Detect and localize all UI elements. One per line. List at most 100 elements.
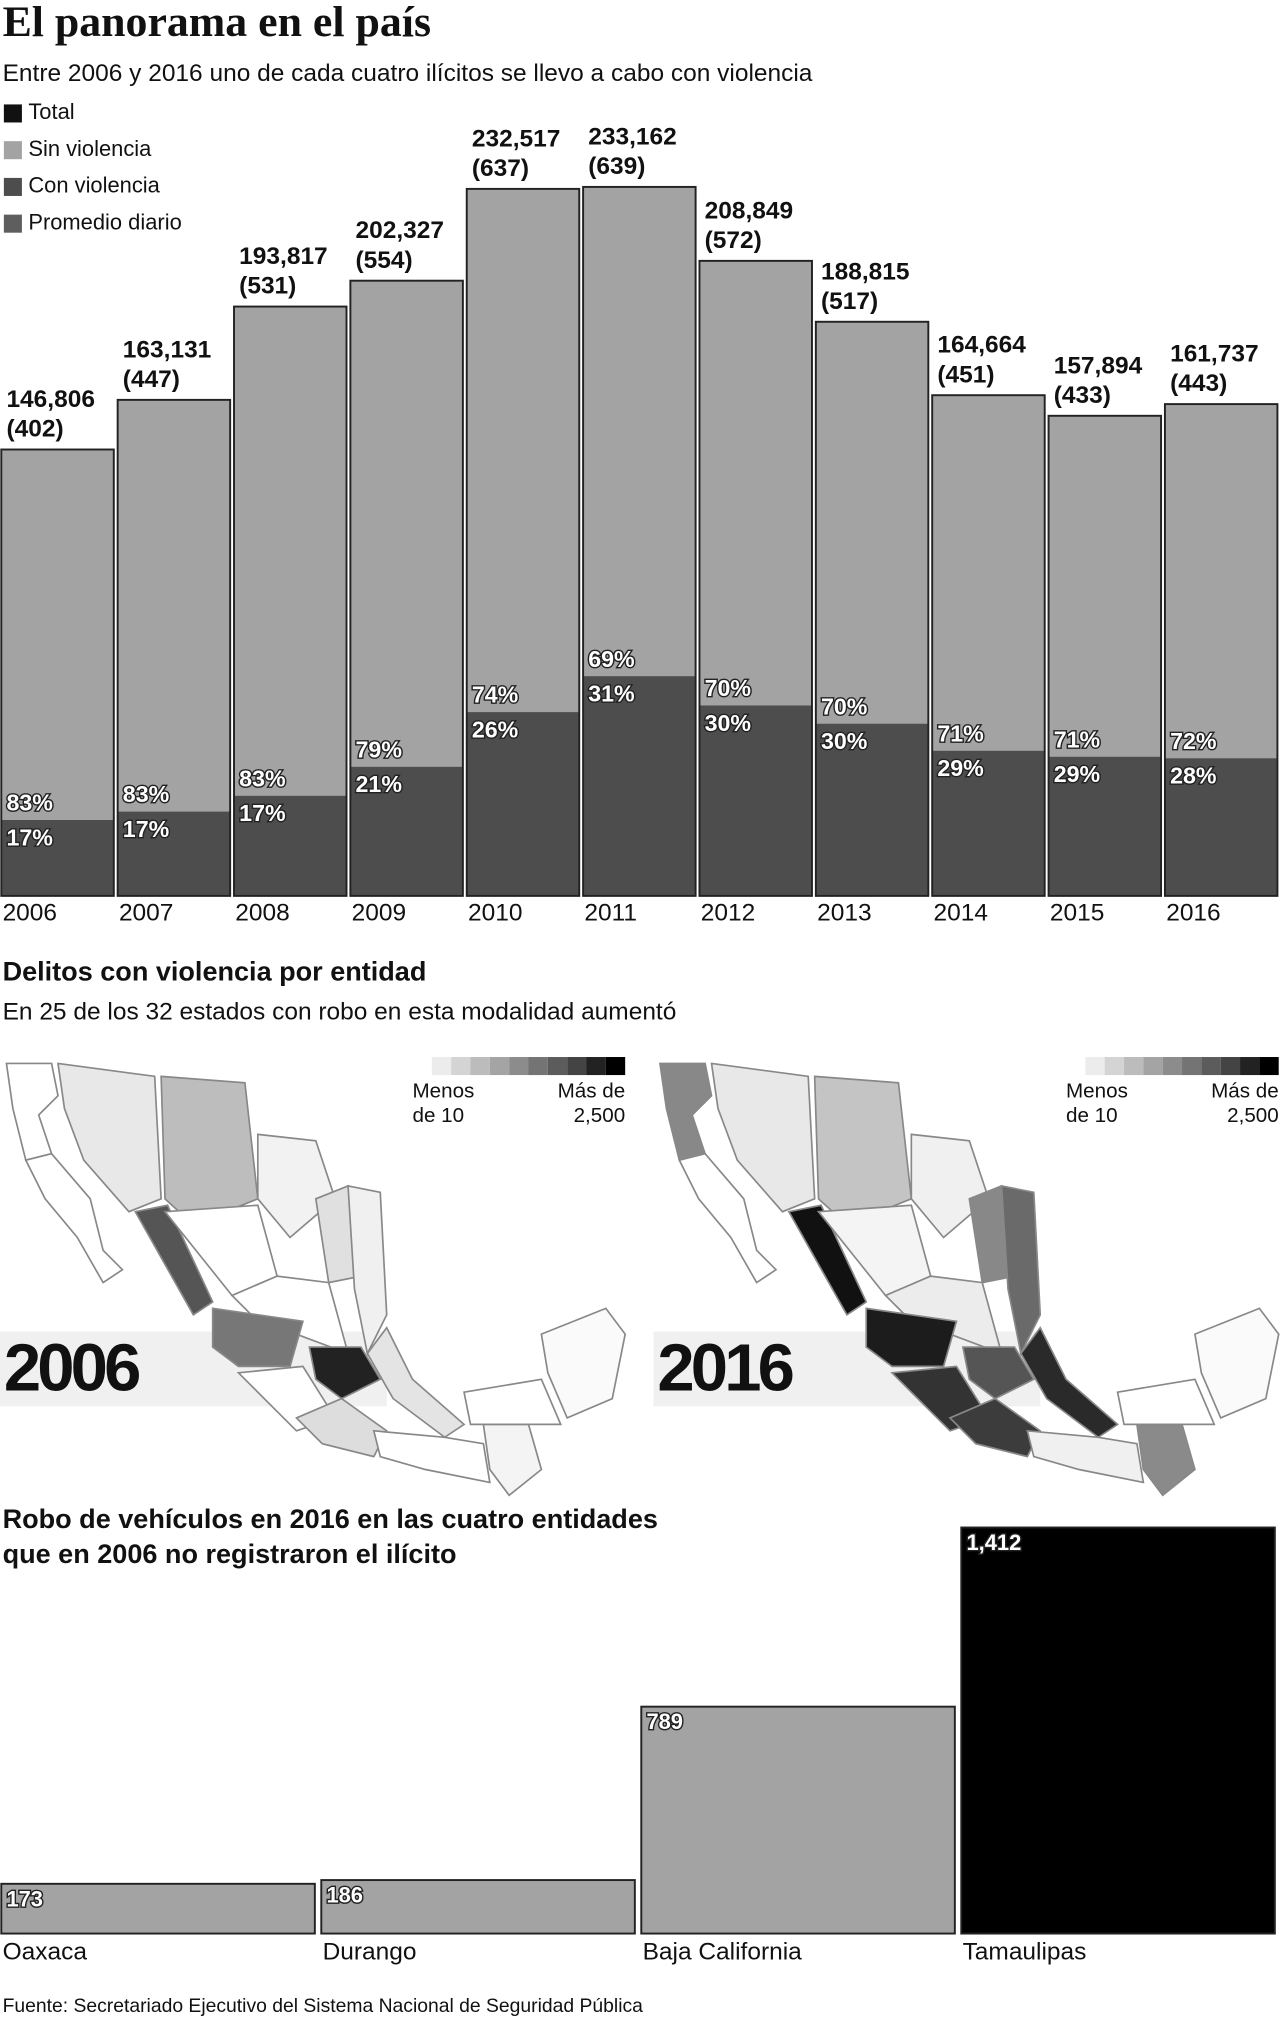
state bbox=[256, 1133, 337, 1239]
x-tick-label: 2011 bbox=[584, 899, 637, 926]
state bbox=[482, 1423, 543, 1497]
legend-label: Total bbox=[28, 99, 74, 124]
bar-segment-con bbox=[1048, 756, 1162, 896]
bar-segment-sin bbox=[234, 306, 347, 796]
total-label: 232,517 bbox=[472, 125, 561, 152]
pct-label: 17% bbox=[239, 800, 285, 826]
legend-low: de 10 bbox=[1066, 1104, 1118, 1127]
state bbox=[678, 1152, 778, 1284]
scale-swatch bbox=[1240, 1057, 1260, 1076]
bar-segment-sin bbox=[1048, 415, 1162, 757]
x-tick-label: 2010 bbox=[468, 899, 522, 926]
state bbox=[1026, 1429, 1145, 1484]
bar-segment-sin bbox=[583, 186, 696, 677]
pct-label: 83% bbox=[123, 781, 169, 807]
legend-swatch bbox=[3, 141, 22, 160]
state bbox=[372, 1429, 491, 1484]
map-subtitle: En 25 de los 32 estados con robo en esta… bbox=[3, 999, 677, 1026]
bar-segment-con bbox=[932, 750, 1045, 896]
state bbox=[659, 1062, 713, 1162]
bar-segment-con bbox=[234, 795, 347, 896]
state bbox=[347, 1184, 388, 1357]
state bbox=[366, 1326, 466, 1439]
bar-total bbox=[233, 305, 348, 897]
pct-label: 83% bbox=[6, 790, 52, 816]
x-tick-label: Oaxaca bbox=[3, 1938, 88, 1965]
state bbox=[57, 1062, 162, 1213]
state bbox=[160, 1075, 259, 1226]
subtitle: Entre 2006 y 2016 uno de cada cuatro ilí… bbox=[3, 60, 813, 87]
pct-label: 21% bbox=[356, 771, 402, 797]
bar-total bbox=[814, 320, 930, 897]
bar-total bbox=[349, 279, 464, 897]
scale-swatch bbox=[489, 1057, 510, 1076]
pct-label: 72% bbox=[1170, 728, 1216, 754]
bar-segment-sin bbox=[466, 188, 580, 713]
total-label: 161,737 bbox=[1170, 341, 1259, 368]
bar-total bbox=[0, 448, 115, 897]
state bbox=[865, 1307, 958, 1368]
x-tick-label: 2016 bbox=[1166, 899, 1220, 926]
bar-title: Robo de vehículos en 2016 en las cuatro … bbox=[3, 1504, 658, 1534]
daily-label: (443) bbox=[1170, 370, 1227, 397]
x-tick-label: 2008 bbox=[235, 899, 289, 926]
value-label: 186 bbox=[326, 1883, 363, 1908]
state bbox=[961, 1346, 1035, 1400]
daily-label: (637) bbox=[472, 155, 529, 182]
daily-label: (531) bbox=[239, 273, 296, 300]
scale-swatch bbox=[586, 1057, 606, 1076]
bar-segment-sin bbox=[1, 449, 114, 821]
total-label: 208,849 bbox=[705, 197, 794, 224]
state bbox=[1000, 1184, 1042, 1357]
bar bbox=[0, 1882, 316, 1935]
legend-low: de 10 bbox=[412, 1104, 464, 1127]
scale-swatch bbox=[1182, 1057, 1202, 1076]
daily-label: (447) bbox=[123, 366, 180, 393]
total-label: 164,664 bbox=[937, 332, 1026, 359]
state bbox=[1135, 1423, 1196, 1497]
pct-label: 70% bbox=[705, 675, 751, 701]
bar-total bbox=[698, 259, 813, 897]
bar-title: que en 2006 no registraron el ilícito bbox=[3, 1539, 457, 1569]
pct-label: 83% bbox=[239, 765, 285, 791]
x-tick-label: 2012 bbox=[701, 899, 755, 926]
legend-high: Más de bbox=[1211, 1079, 1279, 1102]
legend-label: Con violencia bbox=[28, 173, 160, 198]
scale-swatch bbox=[1201, 1057, 1221, 1076]
map-year: 2016 bbox=[657, 1331, 792, 1406]
legend-label: Promedio diario bbox=[28, 209, 181, 234]
bar-segment-sin bbox=[117, 399, 231, 812]
state bbox=[1193, 1307, 1280, 1420]
daily-label: (517) bbox=[821, 288, 878, 315]
pct-label: 17% bbox=[123, 816, 169, 842]
legend-high: 2,500 bbox=[574, 1104, 626, 1127]
bar-total bbox=[931, 394, 1046, 897]
pct-label: 70% bbox=[821, 693, 867, 719]
daily-label: (639) bbox=[588, 153, 645, 180]
source: Fuente: Secretariado Ejecutivo del Siste… bbox=[3, 1996, 644, 2017]
pct-label: 28% bbox=[1170, 763, 1216, 789]
state bbox=[787, 1204, 868, 1317]
scale-swatch bbox=[451, 1057, 471, 1076]
pct-label: 29% bbox=[937, 755, 983, 781]
bar bbox=[640, 1705, 956, 1935]
pct-label: 31% bbox=[588, 681, 634, 707]
bar-segment-sin bbox=[932, 395, 1045, 751]
scale-swatch bbox=[1259, 1057, 1279, 1076]
daily-label: (451) bbox=[937, 361, 994, 388]
bar-segment-con bbox=[1, 820, 114, 896]
legend-swatch bbox=[3, 104, 22, 123]
scale-swatch bbox=[1104, 1057, 1125, 1076]
bar-total bbox=[1163, 403, 1279, 897]
state bbox=[463, 1378, 562, 1426]
total-label: 233,162 bbox=[588, 123, 677, 150]
x-tick-label: 2013 bbox=[817, 899, 871, 926]
scale-swatch bbox=[1124, 1057, 1144, 1076]
bar-segment-sin bbox=[699, 260, 812, 706]
state bbox=[540, 1307, 627, 1420]
pct-label: 30% bbox=[821, 728, 867, 754]
legend-low: Menos bbox=[1066, 1079, 1128, 1102]
legend-high: 2,500 bbox=[1227, 1104, 1279, 1127]
